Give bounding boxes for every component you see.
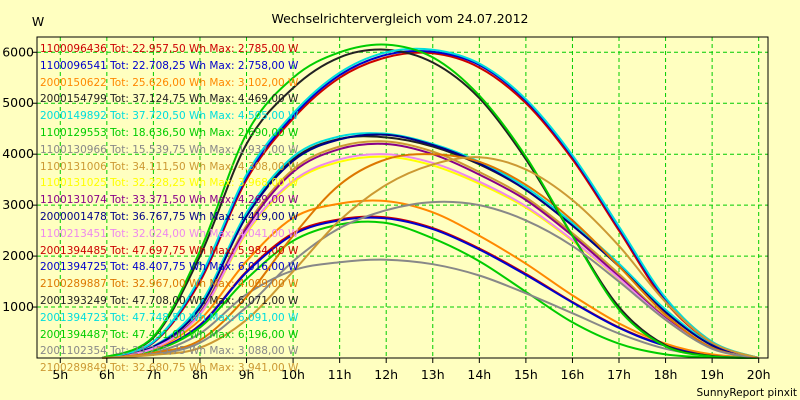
grid [37, 37, 768, 358]
series-line [102, 156, 760, 359]
legend: 1100096436 Tot: 22.957,50 Wh Max: 2.785,… [40, 41, 298, 377]
x-tick-label: 17h [607, 367, 631, 382]
legend-entry: 1100131006 Tot: 34.111,50 Wh Max: 4.308,… [40, 160, 299, 173]
series-lines [101, 43, 760, 359]
legend-entry: 2000150622 Tot: 25.626,00 Wh Max: 3.102,… [40, 76, 299, 89]
legend-entry: 2001393249 Tot: 47.708,00 Wh Max: 6.071,… [40, 294, 299, 307]
legend-entry: 2000001478 Tot: 36.767,75 Wh Max: 4.419,… [40, 210, 299, 223]
y-tick-label: 1000 [2, 299, 34, 314]
footer-credit: SunnyReport pinxit [697, 387, 797, 399]
x-tick-label: 11h [328, 367, 352, 382]
y-axis-label: W [32, 14, 44, 29]
x-tick-label: 10h [281, 367, 305, 382]
chart-title: Wechselrichtervergleich vom 24.07.2012 [271, 11, 528, 26]
legend-entry: 2001102354 Tot: 24.255,75 Wh Max: 3.088,… [40, 345, 299, 358]
legend-entry: 2100289887 Tot: 32.967,00 Wh Max: 4.009,… [40, 278, 299, 291]
legend-entry: 1100131025 Tot: 32.228,25 Wh Max: 3.968,… [40, 177, 299, 190]
series-line [101, 48, 759, 359]
series-line [102, 216, 759, 359]
x-tick-label: 9h [239, 367, 255, 382]
y-tick-label: 6000 [2, 44, 34, 59]
y-tick-label: 3000 [2, 197, 34, 212]
legend-entry: 2000149892 Tot: 37.720,50 Wh Max: 4.505,… [40, 110, 299, 123]
x-tick-label: 7h [145, 367, 161, 382]
series-line [101, 133, 759, 359]
x-tick-label: 8h [192, 367, 208, 382]
x-tick-label: 19h [700, 367, 724, 382]
x-tick-label: 12h [374, 367, 398, 382]
x-tick-label: 20h [747, 367, 771, 382]
legend-entry: 1100096436 Tot: 22.957,50 Wh Max: 2.785,… [40, 43, 299, 55]
legend-entry: 1100131074 Tot: 33.371,50 Wh Max: 4.269,… [40, 194, 299, 207]
legend-entry: 1100096541 Tot: 22.708,25 Wh Max: 2.758,… [40, 59, 299, 72]
series-line [101, 43, 759, 359]
legend-entry: 2001394485 Tot: 47.697,75 Wh Max: 5.984,… [40, 244, 299, 257]
y-tick-label: 2000 [2, 248, 34, 263]
x-tick-label: 18h [654, 367, 678, 382]
series-line [101, 51, 760, 359]
plot-frame [36, 36, 769, 359]
series-line [101, 47, 760, 359]
x-tick-label: 16h [561, 367, 585, 382]
x-tick-label: 13h [421, 367, 445, 382]
x-axis-ticks: 5h 6h 7h 8h 9h 10h 11h 12h 13h 14h 15h 16h 17h 18h 19h… [52, 358, 771, 382]
legend-entry: 2001394723 Tot: 47.748,50 Wh Max: 6.091,… [40, 311, 299, 324]
legend-entry: 1100129553 Tot: 18.636,50 Wh Max: 2.690,… [40, 126, 299, 139]
series-line [102, 200, 759, 359]
x-tick-label: 14h [467, 367, 491, 382]
legend-entry: 1100130966 Tot: 15.539,75 Wh Max: 1.937,… [40, 143, 299, 156]
legend-entry: 1100213451 Tot: 32.024,00 Wh Max: 4.041,… [40, 227, 299, 240]
y-axis-ticks: 1000 2000 3000 4000 5000 6000 [2, 44, 37, 314]
x-tick-label: 5h [52, 367, 68, 382]
x-tick-label: 6h [99, 367, 115, 382]
y-tick-label: 4000 [2, 146, 34, 161]
x-tick-label: 15h [514, 367, 538, 382]
series-line [102, 220, 759, 359]
series-line [102, 258, 759, 359]
legend-entry: 2000154799 Tot: 37.124,75 Wh Max: 4.469,… [40, 93, 299, 106]
legend-entry: 2100289849 Tot: 32.680,75 Wh Max: 3.941,… [40, 362, 299, 375]
y-tick-label: 5000 [2, 95, 34, 110]
series-line [102, 153, 759, 359]
legend-entry: 2001394487 Tot: 47.431,00 Wh Max: 6.196,… [40, 328, 299, 341]
legend-entry: 2001394725 Tot: 48.407,75 Wh Max: 6.016,… [40, 261, 299, 274]
